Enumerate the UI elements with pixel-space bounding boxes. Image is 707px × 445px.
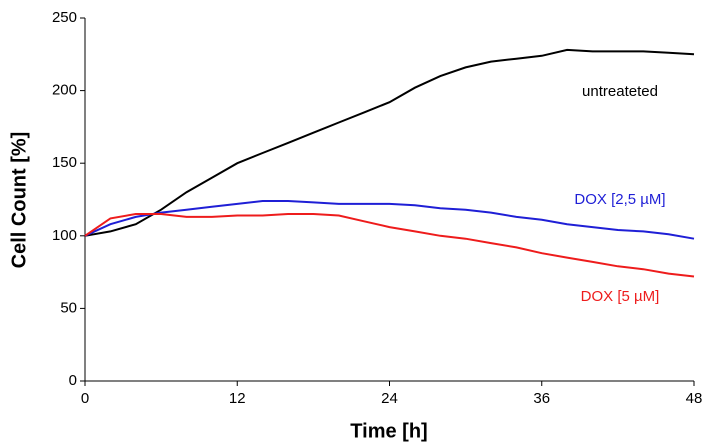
x-axis-title: Time [h] xyxy=(350,420,427,442)
y-tick-label: 250 xyxy=(52,9,77,26)
x-tick-label: 24 xyxy=(381,390,398,407)
y-tick-label: 0 xyxy=(69,372,77,389)
y-tick-label: 100 xyxy=(52,227,77,244)
series-label: DOX [5 µM] xyxy=(581,288,660,305)
series-label: DOX [2,5 µM] xyxy=(574,191,665,208)
y-axis-title: Cell Count [%] xyxy=(8,132,30,269)
series-line xyxy=(84,48,695,237)
series-line xyxy=(84,200,695,240)
x-tick-label: 36 xyxy=(533,390,550,407)
series-label: untreateted xyxy=(582,83,658,100)
y-tick-label: 200 xyxy=(52,82,77,99)
x-tick-label: 12 xyxy=(229,390,246,407)
x-tick-label: 0 xyxy=(81,390,89,407)
series-line xyxy=(84,213,695,278)
y-tick-label: 150 xyxy=(52,154,77,171)
y-tick-label: 50 xyxy=(60,299,77,316)
x-tick-label: 48 xyxy=(686,390,703,407)
